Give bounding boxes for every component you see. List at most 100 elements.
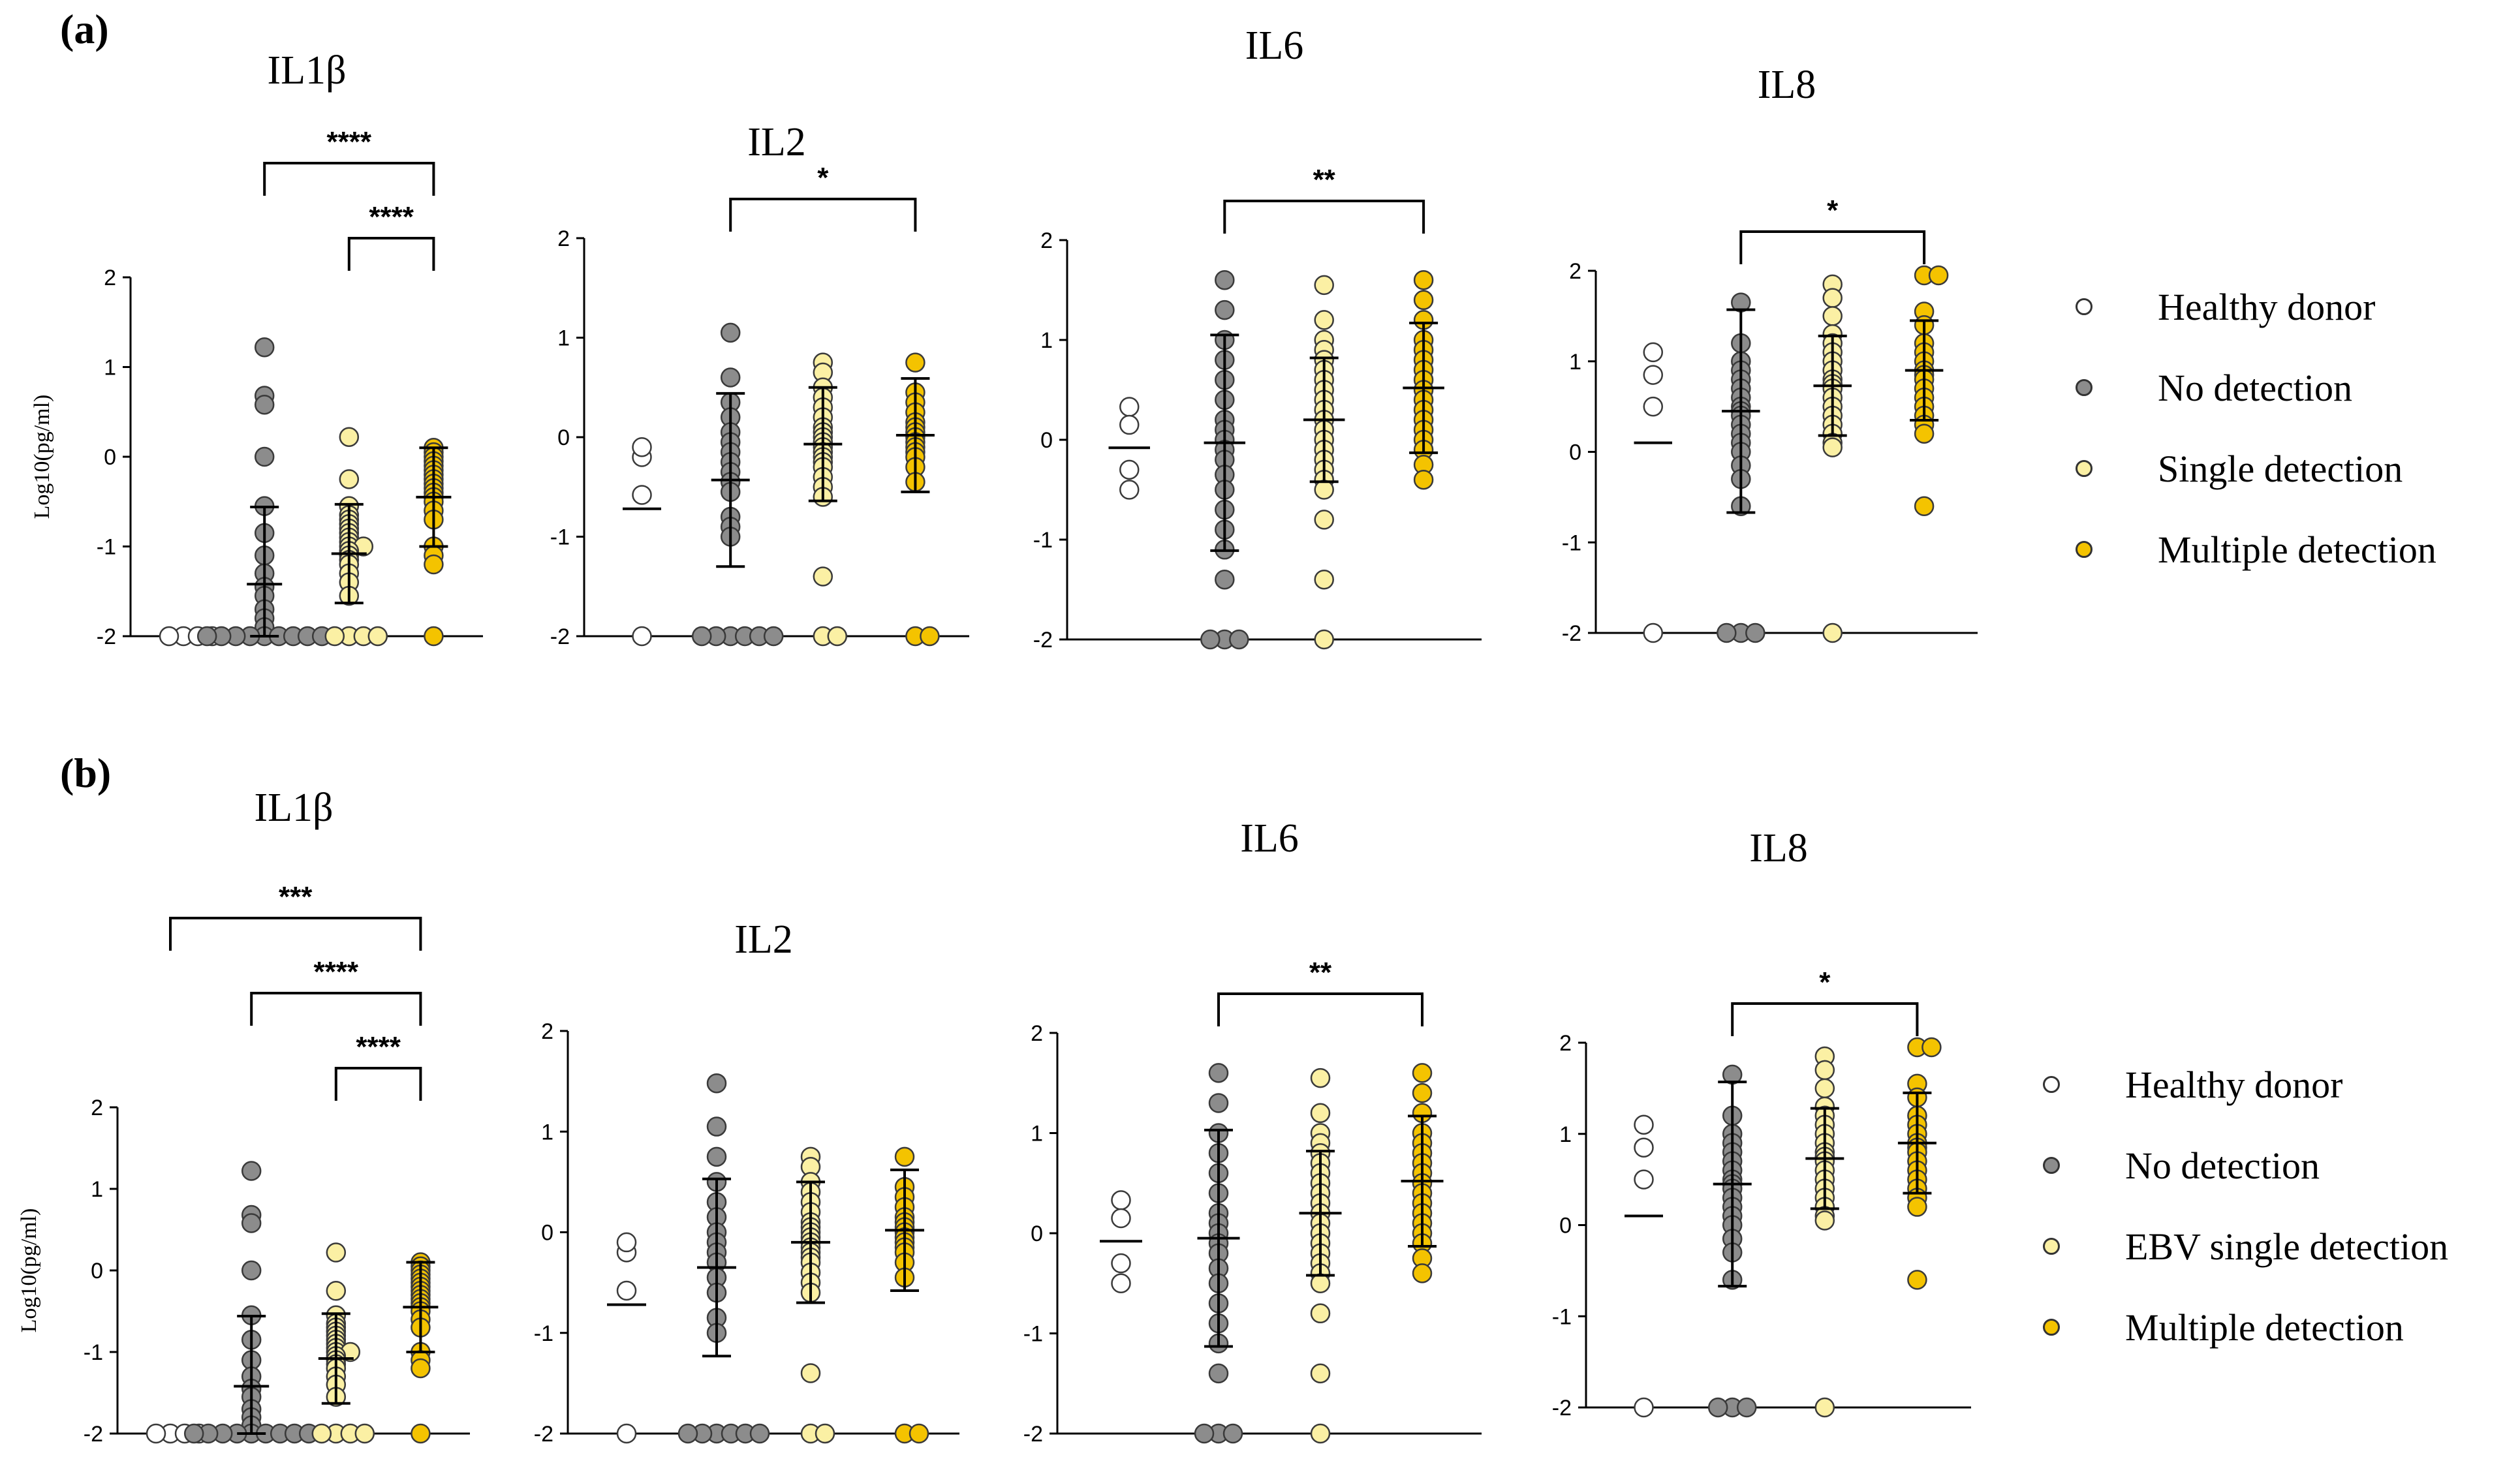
y-tick-label: 0: [1040, 428, 1053, 453]
data-point: [1914, 496, 1935, 516]
legend-label: Healthy donor: [2158, 285, 2376, 328]
chart-title: IL1β: [254, 786, 333, 830]
y-tick-label: -2: [1033, 628, 1053, 653]
data-point: [1634, 1114, 1654, 1135]
data-point: [1643, 342, 1663, 363]
data-point: [1119, 480, 1140, 500]
data-point: [241, 1260, 262, 1281]
y-tick-label: -2: [550, 624, 570, 649]
legend-item-multiple-detection: Multiple detection: [2076, 509, 2436, 590]
data-point: [1310, 1303, 1331, 1324]
data-point: [632, 626, 652, 647]
legend-item-ebv-single-detection: EBV single detection: [2043, 1206, 2448, 1287]
data-point: [706, 1116, 727, 1137]
y-axis-label: Log10(pg/ml): [30, 395, 54, 519]
legend-swatch-multiple: [2076, 541, 2092, 558]
data-point: [813, 566, 833, 587]
y-tick-label: -1: [550, 525, 570, 550]
data-point: [1119, 414, 1140, 435]
data-point: [1412, 1263, 1433, 1283]
y-tick-label: 0: [1031, 1221, 1043, 1246]
data-point: [909, 1423, 929, 1444]
data-point: [1822, 288, 1843, 308]
data-point: [1745, 622, 1766, 643]
data-point: [424, 626, 444, 647]
data-point: [326, 1242, 347, 1263]
data-point: [1314, 510, 1334, 530]
data-point: [1119, 397, 1140, 417]
data-point: [1314, 480, 1334, 500]
data-point: [616, 1423, 637, 1444]
data-point: [800, 1363, 821, 1383]
y-tick-label: 0: [104, 445, 116, 470]
y-tick-label: -1: [534, 1321, 553, 1346]
data-point: [324, 626, 345, 647]
data-point: [1814, 1078, 1835, 1099]
legend-swatch-single: [2076, 460, 2092, 477]
y-tick-label: 1: [557, 326, 570, 351]
significance-label: ****: [356, 1031, 401, 1063]
legend-label: No detection: [2158, 366, 2352, 409]
data-point: [254, 395, 275, 415]
data-point: [1814, 1397, 1835, 1418]
y-tick-label: -1: [84, 1340, 103, 1365]
data-point: [616, 1232, 637, 1253]
significance-bracket: [729, 198, 917, 232]
data-point: [1310, 1067, 1331, 1088]
data-point: [1111, 1208, 1131, 1229]
data-point: [339, 427, 360, 447]
data-point: [1921, 1037, 1942, 1058]
significance-bracket: [1217, 992, 1423, 1026]
data-point: [894, 1146, 915, 1167]
data-point: [1822, 622, 1843, 643]
y-tick-label: 1: [1031, 1122, 1043, 1146]
data-point: [1928, 265, 1949, 286]
y-tick-label: -1: [1562, 530, 1581, 555]
legend-b: Healthy donor No detection EBV single de…: [2043, 1044, 2448, 1368]
chart-title: IL2: [747, 120, 806, 164]
data-point: [1314, 275, 1334, 296]
chart-a-il1β: IL1β 2 1 0 -1 -2 Log10(pg/ml) **** ****: [30, 48, 483, 649]
data-point: [1314, 310, 1334, 330]
significance-label: ****: [369, 201, 414, 233]
data-point: [1412, 1063, 1433, 1083]
legend-item-single-detection: Single detection: [2076, 428, 2436, 509]
y-tick-label: -1: [1033, 528, 1053, 553]
data-point: [1907, 1197, 1927, 1217]
data-point: [1314, 569, 1334, 590]
data-point: [920, 626, 940, 647]
y-tick-label: -2: [534, 1422, 553, 1447]
data-point: [1200, 629, 1221, 650]
data-point: [1314, 629, 1334, 650]
data-point: [1215, 269, 1235, 290]
y-tick-label: 2: [541, 1019, 553, 1044]
data-point: [367, 626, 388, 647]
data-point: [196, 626, 217, 647]
legend-label: Single detection: [2158, 447, 2403, 490]
data-point: [1914, 423, 1935, 444]
chart-title: IL8: [1749, 826, 1808, 870]
data-point: [424, 554, 444, 575]
legend-label: EBV single detection: [2125, 1225, 2449, 1268]
data-point: [905, 352, 926, 373]
data-point: [1222, 1423, 1243, 1444]
data-point: [1643, 622, 1663, 643]
legend-swatch-multiple: [2043, 1319, 2060, 1336]
data-point: [1111, 1253, 1131, 1274]
data-point: [706, 1146, 727, 1167]
data-point: [1412, 1083, 1433, 1103]
y-tick-label: 2: [1559, 1031, 1572, 1056]
chart-b-il8: IL8 2 1 0 -1 -2 *: [1552, 826, 1971, 1421]
chart-title: IL6: [1240, 816, 1299, 861]
legend-label: Healthy donor: [2125, 1063, 2343, 1106]
y-tick-label: 0: [1569, 440, 1581, 465]
data-point: [339, 469, 360, 489]
significance-bracket: [263, 162, 435, 196]
data-point: [1634, 1397, 1654, 1418]
y-tick-label: 2: [1031, 1021, 1043, 1046]
chart-title: IL1β: [267, 48, 346, 93]
data-point: [1310, 1103, 1331, 1124]
